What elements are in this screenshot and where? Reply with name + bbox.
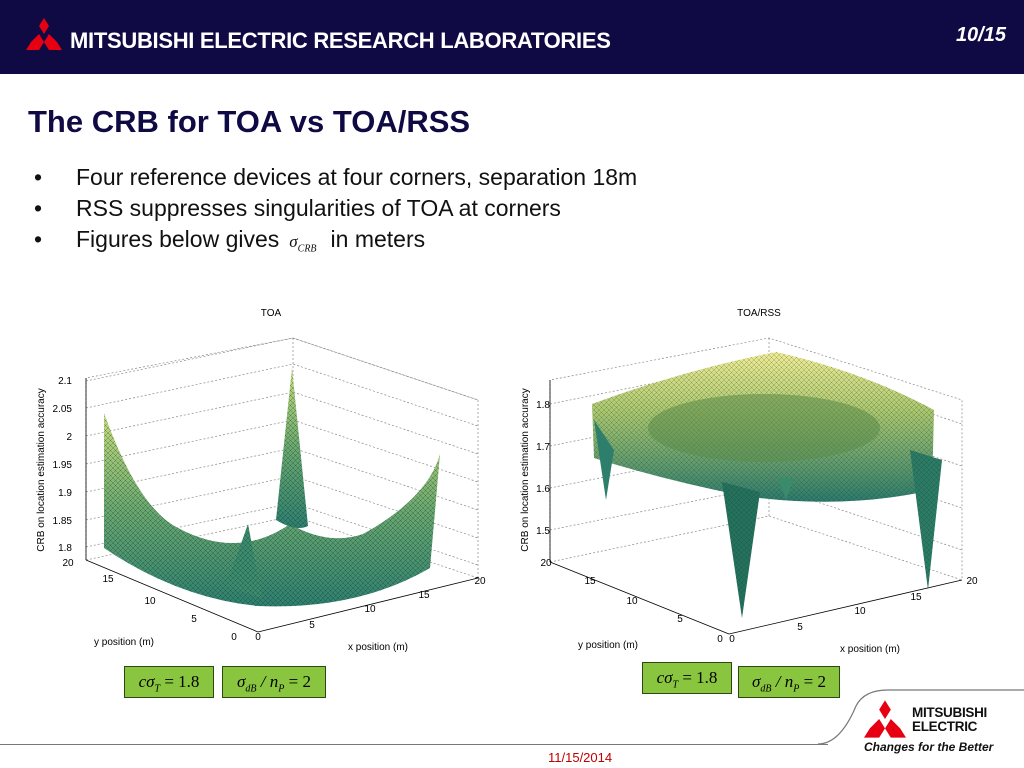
z-ticks: 1.8 1.7 1.6 1.5 [536,400,550,537]
bullet-dot-icon: • [34,226,43,252]
y-axis-label: y position (m) [94,637,154,648]
footer-curve [818,689,1024,745]
svg-text:2.1: 2.1 [58,376,72,387]
svg-text:1.8: 1.8 [536,400,550,411]
svg-text:1.8: 1.8 [58,543,72,554]
toa-rss-surface-plot: TOA/RSS 1.8 1.7 1.6 1.5 CRB on location … [520,308,978,655]
svg-text:1.7: 1.7 [536,442,550,453]
sigma-crb-symbol: σCRB [289,232,317,255]
bullet-item: • Four reference devices at four corners,… [28,162,637,193]
bullet-list: • Four reference devices at four corners,… [28,162,637,255]
svg-text:5: 5 [677,614,683,625]
slide-date: 11/15/2014 [548,750,613,765]
equation-sigma-db: σdB / nP = 2 [222,666,326,698]
svg-text:10: 10 [626,596,638,607]
footer-rule [0,744,828,745]
bullet-item: • RSS suppresses singularities of TOA at … [28,193,637,224]
mitsubishi-logo-icon [864,700,906,738]
bullet-text: Figures below gives [76,226,280,252]
x-axis-label: x position (m) [348,642,408,653]
header-bar: MITSUBISHI ELECTRIC RESEARCH LABORATORIE… [0,0,1024,74]
equation-c-sigma-t: cσT = 1.8 [124,666,214,698]
svg-text:0: 0 [231,632,237,643]
x-axis-label: x position (m) [840,644,900,655]
svg-text:10: 10 [854,606,866,617]
svg-text:20: 20 [966,576,978,587]
svg-text:0: 0 [729,634,735,645]
svg-text:5: 5 [191,614,197,625]
slide-title: The CRB for TOA vs TOA/RSS [28,104,471,139]
svg-text:15: 15 [102,574,114,585]
footer-brand: MITSUBISHI ELECTRIC [912,705,988,734]
svg-text:0: 0 [717,634,723,645]
plot-title: TOA/RSS [737,308,781,319]
svg-text:1.5: 1.5 [536,526,550,537]
plot-title: TOA [261,308,282,319]
equation-c-sigma-t: cσT = 1.8 [642,662,732,694]
svg-text:2: 2 [66,432,72,443]
toa-rss-surface [592,352,942,618]
toa-surface [104,368,440,607]
page-number: 10/15 [955,24,1006,46]
equation-sigma-db: σdB / nP = 2 [738,666,840,698]
bullet-dot-icon: • [34,164,43,190]
svg-text:5: 5 [309,620,315,631]
svg-text:1.9: 1.9 [58,488,72,499]
svg-text:15: 15 [584,576,596,587]
y-ticks: 20 15 10 5 0 [62,558,237,643]
svg-text:10: 10 [364,604,376,615]
z-axis-label: CRB on location estimation accuracy [520,388,531,551]
svg-text:0: 0 [255,632,261,643]
bullet-dot-icon: • [34,195,43,221]
mitsubishi-logo-icon [26,18,62,50]
svg-text:10: 10 [144,596,156,607]
y-ticks: 20 15 10 5 0 [540,558,723,645]
x-ticks: 0 5 10 15 20 [255,576,486,643]
company-name: MITSUBISHI ELECTRIC RESEARCH LABORATORIE… [70,28,611,53]
toa-surface-plot: TOA 2.1 2.05 2 1.95 1.9 1.85 1.8 CRB on … [36,308,486,653]
x-ticks: 0 5 10 15 20 [729,576,978,645]
svg-text:15: 15 [418,590,430,601]
svg-text:5: 5 [797,622,803,633]
svg-text:20: 20 [474,576,486,587]
bullet-text: Four reference devices at four corners, … [76,164,638,190]
bullet-text: RSS suppresses singularities of TOA at c… [76,195,561,221]
footer-tagline: Changes for the Better [864,740,994,754]
bullet-text: in meters [330,226,426,252]
svg-text:15: 15 [910,592,922,603]
svg-text:2.05: 2.05 [53,404,73,415]
svg-text:1.85: 1.85 [53,516,73,527]
z-axis-label: CRB on location estimation accuracy [36,388,47,551]
z-ticks: 2.1 2.05 2 1.95 1.9 1.85 1.8 [53,376,73,554]
svg-text:1.95: 1.95 [53,460,73,471]
bullet-item: • Figures below gives σCRB in meters [28,224,637,255]
svg-text:20: 20 [62,558,74,569]
y-axis-label: y position (m) [578,640,638,651]
svg-text:20: 20 [540,558,552,569]
svg-text:1.6: 1.6 [536,484,550,495]
